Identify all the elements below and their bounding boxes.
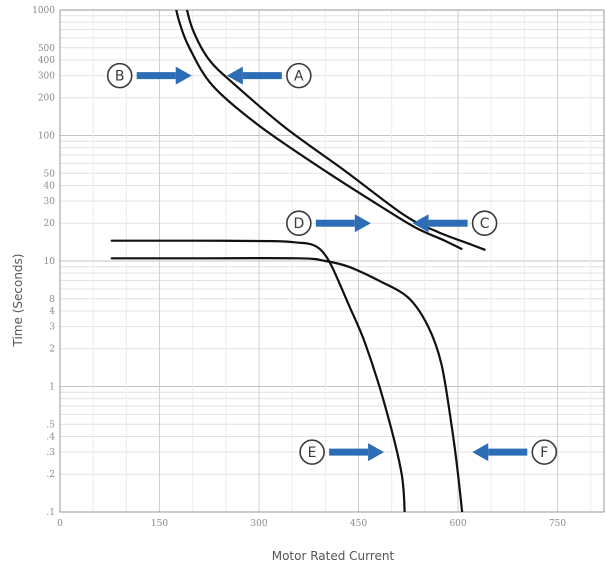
series-curve-3 (110, 239, 406, 512)
callout-arrow-head (354, 214, 371, 233)
y-tick-label: 40 (44, 181, 56, 191)
callout-circle (286, 62, 312, 89)
x-axis-label: Motor Rated Current (272, 549, 395, 563)
y-tick-label: 30 (44, 197, 56, 207)
x-tick-label: 0 (57, 519, 63, 529)
series (110, 10, 486, 512)
y-tick-label: .1 (46, 508, 55, 518)
annotations: A B C D E F (106, 62, 558, 465)
callout-letter: A (294, 69, 304, 85)
callout-letter: E (308, 445, 317, 461)
x-axis-ticks: 0 150 300 450 600 750 (57, 519, 566, 529)
callout-d: D (286, 210, 371, 237)
callout-arrow-shaft (329, 448, 369, 456)
y-tick-label: 50 (44, 169, 56, 179)
callout-arrow-shaft (428, 219, 468, 227)
x-tick-label: 750 (549, 519, 566, 529)
callout-arrow-head (175, 66, 192, 85)
callout-letter: D (293, 216, 304, 232)
y-tick-label: .5 (46, 420, 55, 430)
grid (59, 10, 604, 513)
callout-c: C (412, 210, 498, 237)
callout-f: F (472, 439, 558, 465)
callout-letter: B (115, 69, 125, 85)
y-tick-label: 3 (49, 323, 55, 333)
callout-arrow-head (412, 214, 429, 233)
y-tick-label: 100 (38, 132, 55, 142)
callout-circle (531, 439, 558, 465)
y-tick-label: 1000 (32, 6, 55, 16)
callout-arrow-shaft (315, 219, 355, 227)
callout-b: B (106, 62, 192, 89)
y-tick-label: 300 (38, 72, 55, 82)
y-tick-label: .4 (46, 432, 55, 442)
callout-arrow-head (472, 443, 489, 462)
callout-letter: C (480, 216, 490, 232)
y-tick-label: 8 (49, 295, 55, 305)
callout-arrow-shaft (488, 448, 528, 456)
y-tick-label: 4 (49, 307, 55, 317)
y-axis-ticks: 1000 500 400 300 200 100 50 40 30 20 10 8 4 3 2 1 .5 .4 .3… (32, 6, 55, 518)
x-tick-label: 300 (250, 519, 267, 529)
callout-arrow-shaft (136, 72, 176, 80)
series-curve-1 (175, 10, 463, 250)
x-tick-label: 150 (151, 519, 168, 529)
y-axis-label: Time (Seconds) (11, 254, 25, 348)
callout-arrow-head (368, 443, 385, 462)
x-tick-label: 600 (449, 519, 466, 529)
y-tick-label: 20 (44, 219, 56, 229)
callout-arrow-shaft (242, 72, 282, 80)
plot-frame (59, 9, 605, 513)
callout-circle (106, 62, 133, 89)
callout-a: A (226, 62, 312, 89)
y-tick-label: 2 (49, 345, 55, 355)
x-tick-label: 450 (350, 519, 367, 529)
callout-arrow-head (226, 66, 243, 85)
y-tick-label: 400 (38, 56, 55, 66)
callout-circle (286, 210, 312, 237)
callout-circle (299, 439, 325, 465)
callout-letter: F (540, 445, 548, 461)
series-curve-2 (185, 10, 486, 251)
y-tick-label: .3 (46, 448, 55, 458)
y-tick-label: 500 (38, 44, 55, 54)
callout-circle (471, 210, 498, 237)
series-curve-4 (110, 257, 464, 512)
y-tick-label: 1 (49, 383, 55, 393)
y-tick-label: .2 (46, 470, 55, 480)
y-tick-label: 10 (44, 257, 56, 267)
callout-e: E (299, 439, 385, 465)
y-tick-label: 200 (38, 94, 55, 104)
